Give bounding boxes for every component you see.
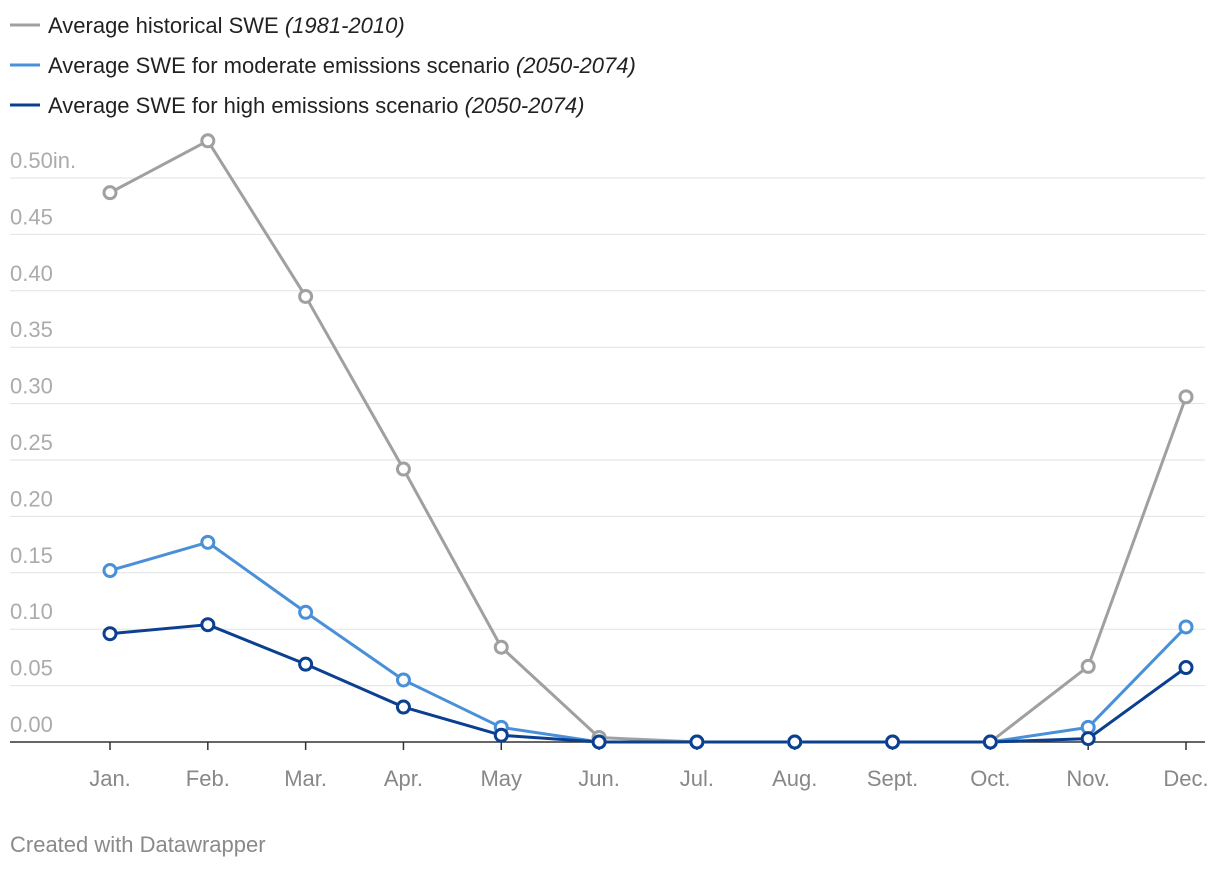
data-point: [200, 617, 216, 633]
data-point: [1178, 389, 1194, 405]
y-tick-label: 0.05: [10, 656, 53, 681]
legend-period: (2050-2074): [516, 53, 636, 78]
footer: Created with Datawrapper: [10, 832, 266, 857]
x-tick-label: Oct.: [970, 766, 1010, 791]
data-point: [102, 626, 118, 642]
data-point: [298, 656, 314, 672]
y-tick-label: 0.00: [10, 712, 53, 737]
y-tick-label: 0.10: [10, 599, 53, 624]
data-point: [787, 734, 803, 750]
data-point: [395, 699, 411, 715]
legend-period: (2050-2074): [465, 93, 585, 118]
x-tick-label: Jun.: [578, 766, 620, 791]
series-line: [109, 139, 1188, 744]
data-point: [395, 672, 411, 688]
legend-entry: Average historical SWE (1981-2010): [48, 13, 405, 38]
data-point: [1178, 619, 1194, 635]
x-tick-label: Jan.: [89, 766, 131, 791]
data-point: [591, 734, 607, 750]
y-tick-label: 0.40: [10, 261, 53, 286]
data-point: [982, 734, 998, 750]
x-tick-label: Apr.: [384, 766, 423, 791]
x-tick-label: Mar.: [284, 766, 327, 791]
y-tick-label: 0.20: [10, 486, 53, 511]
data-point: [1080, 731, 1096, 747]
y-tick-label: 0.30: [10, 374, 53, 399]
legend-name: Average historical SWE: [48, 13, 279, 38]
x-tick-label: Dec.: [1163, 766, 1208, 791]
data-point: [298, 604, 314, 620]
series-line: [109, 623, 1187, 744]
legend-name: Average SWE for moderate emissions scena…: [48, 53, 510, 78]
data-point: [298, 288, 314, 304]
x-tick-label: May: [480, 766, 522, 791]
y-tick-label: 0.15: [10, 543, 53, 568]
legend-entry: Average SWE for high emissions scenario …: [48, 93, 584, 118]
x-tick-label: Aug.: [772, 766, 817, 791]
data-point: [395, 461, 411, 477]
data-point: [1080, 658, 1096, 674]
legend-entry: Average SWE for moderate emissions scena…: [48, 53, 636, 78]
y-tick-label: 0.50in.: [10, 148, 76, 173]
series-line: [109, 540, 1188, 744]
data-point: [200, 133, 216, 149]
x-tick-label: Sept.: [867, 766, 918, 791]
data-point: [1178, 660, 1194, 676]
y-tick-label: 0.45: [10, 204, 53, 229]
legend-period: (1981-2010): [285, 13, 405, 38]
y-tick-label: 0.35: [10, 317, 53, 342]
data-point: [102, 185, 118, 201]
data-point: [200, 534, 216, 550]
x-tick-label: Feb.: [186, 766, 230, 791]
x-tick-label: Jul.: [680, 766, 714, 791]
legend-name: Average SWE for high emissions scenario: [48, 93, 458, 118]
data-point: [689, 734, 705, 750]
data-point: [493, 727, 509, 743]
y-tick-label: 0.25: [10, 430, 53, 455]
data-point: [102, 563, 118, 579]
x-tick-label: Nov.: [1066, 766, 1110, 791]
data-point: [885, 734, 901, 750]
data-point: [493, 639, 509, 655]
